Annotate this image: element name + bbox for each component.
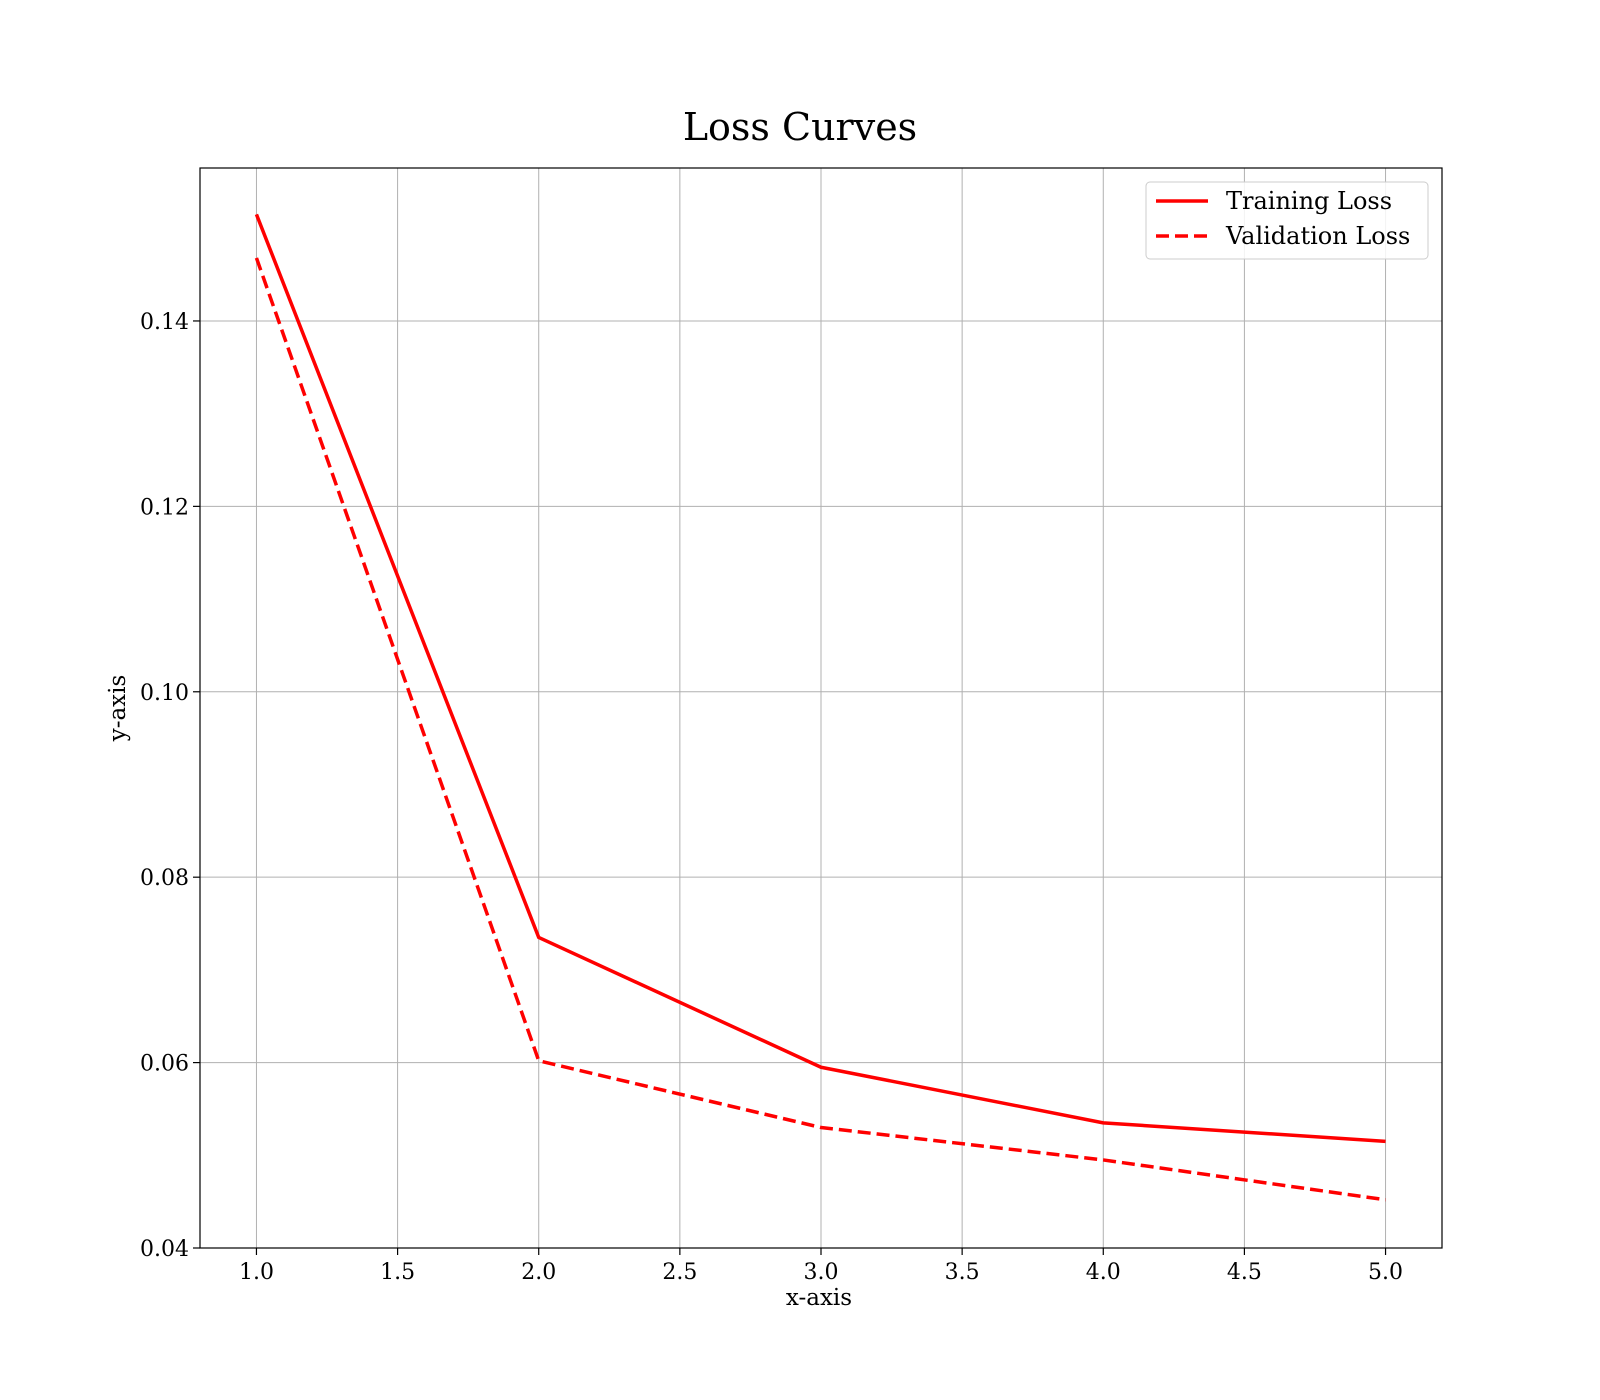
series-line-training-loss bbox=[254, 213, 1386, 1144]
x-tick-label: 4.5 bbox=[1227, 1260, 1262, 1285]
y-axis-label: y-axis bbox=[105, 675, 131, 743]
legend: Training Loss Validation Loss bbox=[1145, 181, 1429, 260]
x-tick-label: 5.0 bbox=[1368, 1260, 1403, 1285]
x-tick-label: 2.5 bbox=[662, 1260, 697, 1285]
x-tick-label: 1.0 bbox=[239, 1260, 274, 1285]
x-tick-label: 4.0 bbox=[1086, 1260, 1121, 1285]
y-tick-label: 0.08 bbox=[140, 866, 189, 891]
y-tick-label: 0.12 bbox=[140, 495, 189, 520]
chart-title: Loss Curves bbox=[683, 105, 917, 149]
series-line-validation-loss bbox=[254, 257, 1386, 1202]
plot-series bbox=[254, 213, 1386, 1202]
legend-label-validation-loss: Validation Loss bbox=[1225, 222, 1410, 250]
y-tick-label: 0.04 bbox=[140, 1237, 189, 1262]
x-tick-label: 3.5 bbox=[945, 1260, 980, 1285]
grid-lines bbox=[200, 168, 1442, 1249]
y-tick-label: 0.14 bbox=[140, 310, 189, 335]
y-tick-label: 0.10 bbox=[140, 681, 189, 706]
x-tick-label: 1.5 bbox=[380, 1260, 415, 1285]
legend-label-training-loss: Training Loss bbox=[1226, 187, 1392, 215]
y-tick-label: 0.06 bbox=[140, 1052, 189, 1077]
x-tick-label: 2.0 bbox=[521, 1260, 556, 1285]
x-axis-ticks: 1.0 1.5 2.0 2.5 3.0 3.5 4.0 4.5 5.0 bbox=[239, 1248, 1403, 1285]
y-axis-ticks: 0.04 0.06 0.08 0.10 0.12 0.14 bbox=[140, 310, 200, 1262]
x-axis-label: x-axis bbox=[786, 1285, 852, 1311]
legend-box bbox=[1145, 181, 1429, 260]
x-tick-label: 3.0 bbox=[804, 1260, 839, 1285]
